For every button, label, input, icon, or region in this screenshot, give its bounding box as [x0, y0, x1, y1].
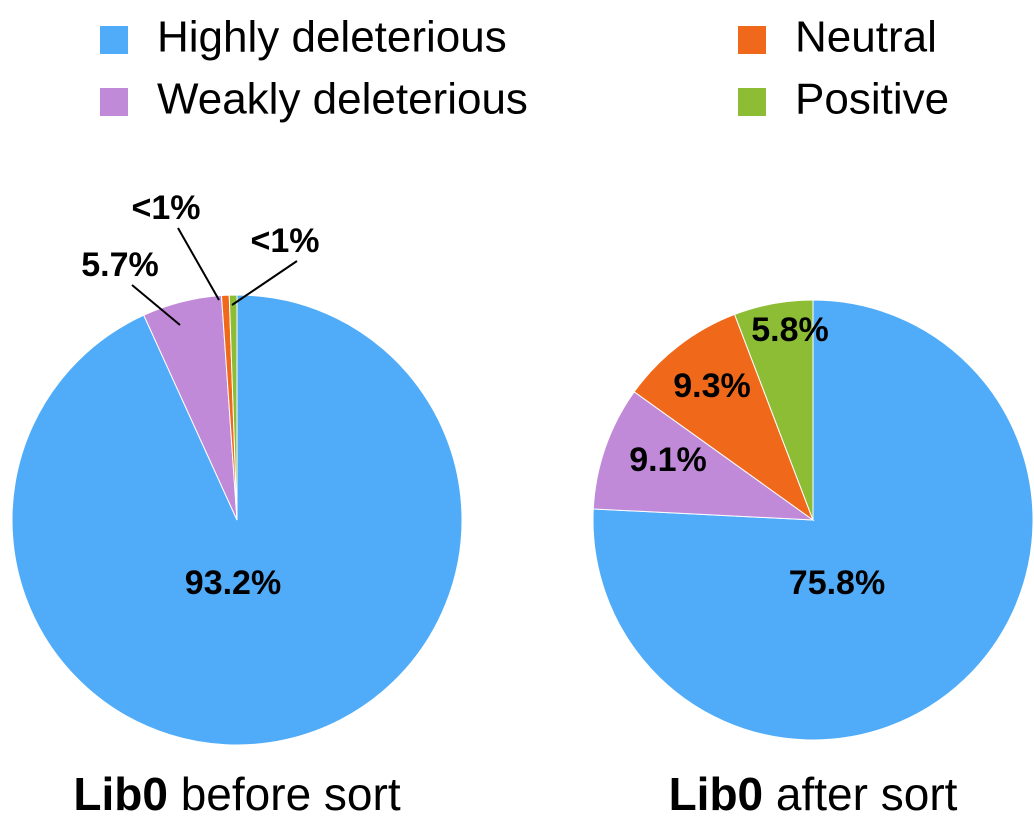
leader-line [131, 284, 181, 326]
value-label: 9.3% [673, 367, 751, 405]
pie-slice [592, 391, 815, 521]
chart-title-dataset: Lib0 [73, 768, 168, 818]
legend-label: Positive [795, 75, 949, 124]
leader-line [231, 260, 298, 306]
pie-slice [633, 313, 815, 522]
legend-swatch [100, 88, 128, 116]
chart-title-text: before sort [181, 768, 401, 818]
value-label: <1% [251, 222, 320, 260]
legend-label: Highly deleterious [157, 13, 507, 62]
value-label: 5.7% [81, 246, 159, 284]
chart-title-dataset: Lib0 [669, 768, 764, 818]
pie-slice [733, 299, 814, 521]
legend-label: Weakly deleterious [157, 75, 528, 124]
value-label: 93.2% [185, 564, 281, 602]
legend-swatch [100, 26, 128, 54]
value-label: 75.8% [789, 564, 885, 602]
chart-title-text: after sort [776, 768, 958, 818]
value-label: <1% [132, 189, 201, 227]
value-label: 5.8% [751, 311, 829, 349]
chart-title: Lib0 before sort [73, 768, 400, 818]
leader-line [177, 227, 220, 301]
legend-label: Neutral [795, 13, 937, 62]
value-label: 9.1% [629, 441, 707, 479]
pie-slice [228, 294, 238, 521]
legend-swatch [738, 26, 766, 54]
legend-swatch [738, 88, 766, 116]
chart-title: Lib0 after sort [669, 768, 958, 818]
